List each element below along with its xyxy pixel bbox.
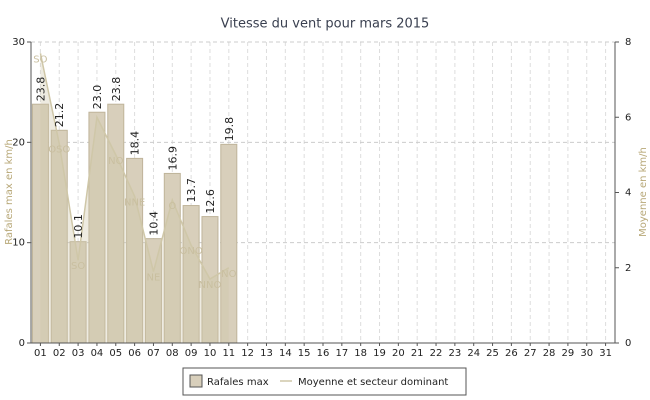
sector-label: OSO [48, 145, 70, 156]
legend-label: Rafales max [207, 377, 269, 388]
value-label: 19.8 [223, 117, 236, 142]
y-tick-label: 0 [19, 338, 25, 349]
mean-line [39, 53, 230, 281]
y-tick-label: 20 [12, 137, 25, 148]
sector-label: SO [71, 261, 85, 272]
x-tick-label: 27 [524, 348, 537, 359]
sector-label: SO [33, 54, 47, 65]
legend-swatch [189, 374, 203, 388]
value-label: 13.7 [185, 178, 198, 203]
sector-label: NNE [124, 197, 145, 208]
value-label: 10.1 [72, 214, 85, 239]
y-tick-label: 10 [12, 238, 25, 249]
x-tick-label: 22 [430, 348, 443, 359]
x-tick-label: 03 [72, 348, 85, 359]
x-tick-label: 16 [317, 348, 330, 359]
x-tick-label: 30 [580, 348, 593, 359]
x-tick-label: 05 [109, 348, 122, 359]
x-tick-label: 15 [298, 348, 311, 359]
x-tick-label: 29 [562, 348, 575, 359]
x-tick-label: 23 [449, 348, 462, 359]
sector-label: O [168, 201, 176, 212]
x-tick-label: 26 [505, 348, 518, 359]
x-tick-label: 01 [34, 348, 47, 359]
x-tick-label: 14 [279, 348, 292, 359]
x-tick-label: 20 [392, 348, 405, 359]
sector-label: NNO [199, 280, 222, 291]
x-tick-label: 08 [166, 348, 179, 359]
value-label: 23.8 [110, 77, 123, 102]
y2-tick-label: 8 [625, 37, 631, 48]
x-tick-label: 06 [128, 348, 141, 359]
sector-label: NO [108, 156, 123, 167]
value-label: 10.4 [147, 211, 160, 236]
value-label: 16.9 [166, 146, 179, 171]
x-tick-label: 10 [204, 348, 217, 359]
x-tick-label: 09 [185, 348, 198, 359]
y2-tick-label: 6 [625, 112, 631, 123]
sector-label: NO [221, 269, 236, 280]
value-label: 21.2 [53, 103, 66, 128]
legend-label: Moyenne et secteur dominant [298, 377, 448, 388]
value-label: 23.8 [34, 77, 47, 102]
x-tick-label: 31 [599, 348, 612, 359]
x-tick-label: 21 [411, 348, 424, 359]
x-tick-label: 24 [467, 348, 480, 359]
x-tick-label: 13 [260, 348, 273, 359]
y2-axis-title: Moyenne en km/h [638, 147, 649, 237]
value-label: 12.6 [204, 189, 217, 214]
x-tick-label: 25 [486, 348, 499, 359]
x-tick-label: 28 [543, 348, 556, 359]
value-label: 18.4 [129, 131, 142, 156]
x-tick-label: 12 [241, 348, 254, 359]
x-tick-label: 02 [53, 348, 66, 359]
value-label: 23.0 [91, 85, 104, 110]
y-axis-title: Rafales max en km/h [4, 139, 15, 245]
y2-tick-label: 0 [625, 338, 631, 349]
x-tick-label: 17 [335, 348, 348, 359]
x-tick-label: 19 [373, 348, 386, 359]
x-tick-label: 04 [91, 348, 104, 359]
y2-tick-label: 4 [625, 188, 631, 199]
x-tick-label: 11 [222, 348, 235, 359]
x-tick-label: 07 [147, 348, 160, 359]
chart-title: Vitesse du vent pour mars 2015 [221, 17, 430, 32]
y-tick-label: 30 [12, 37, 25, 48]
y2-tick-label: 2 [625, 263, 631, 274]
x-tick-label: 18 [354, 348, 367, 359]
sector-label: ONO [180, 246, 203, 257]
sector-label: NE [147, 273, 161, 284]
legend-box [182, 367, 467, 396]
